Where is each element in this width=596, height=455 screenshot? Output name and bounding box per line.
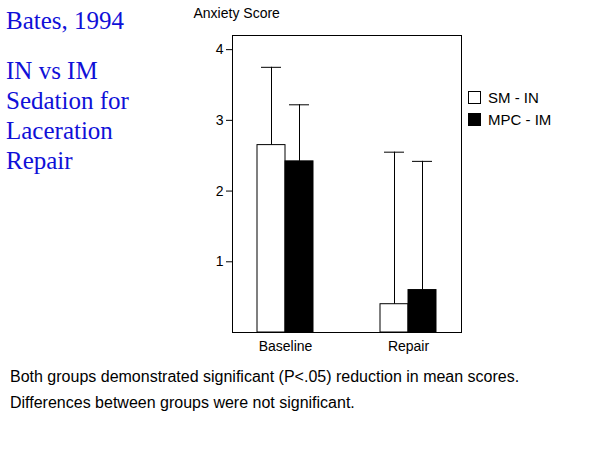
html-text:Bates, 1994: Bates, 1994 <box>6 7 124 34</box>
svg-text:Repair: Repair <box>388 338 430 354</box>
svg-text:Anxiety Score: Anxiety Score <box>194 5 281 21</box>
html-text:IN vs IM Sedation for Lacerati: IN vs IM Sedation for Laceration Repair <box>6 57 129 174</box>
html-text:Both groups demonstrated signi: Both groups demonstrated significant (P<… <box>10 368 520 411</box>
svg-text:2: 2 <box>216 183 224 199</box>
svg-text:Baseline: Baseline <box>259 338 313 354</box>
html-text:MPC - IM: MPC - IM <box>488 110 552 128</box>
svg-text:3: 3 <box>216 112 224 128</box>
svg-text:4: 4 <box>216 41 224 57</box>
html-text:SM - IN: SM - IN <box>488 88 539 106</box>
svg-text:1: 1 <box>216 253 224 269</box>
